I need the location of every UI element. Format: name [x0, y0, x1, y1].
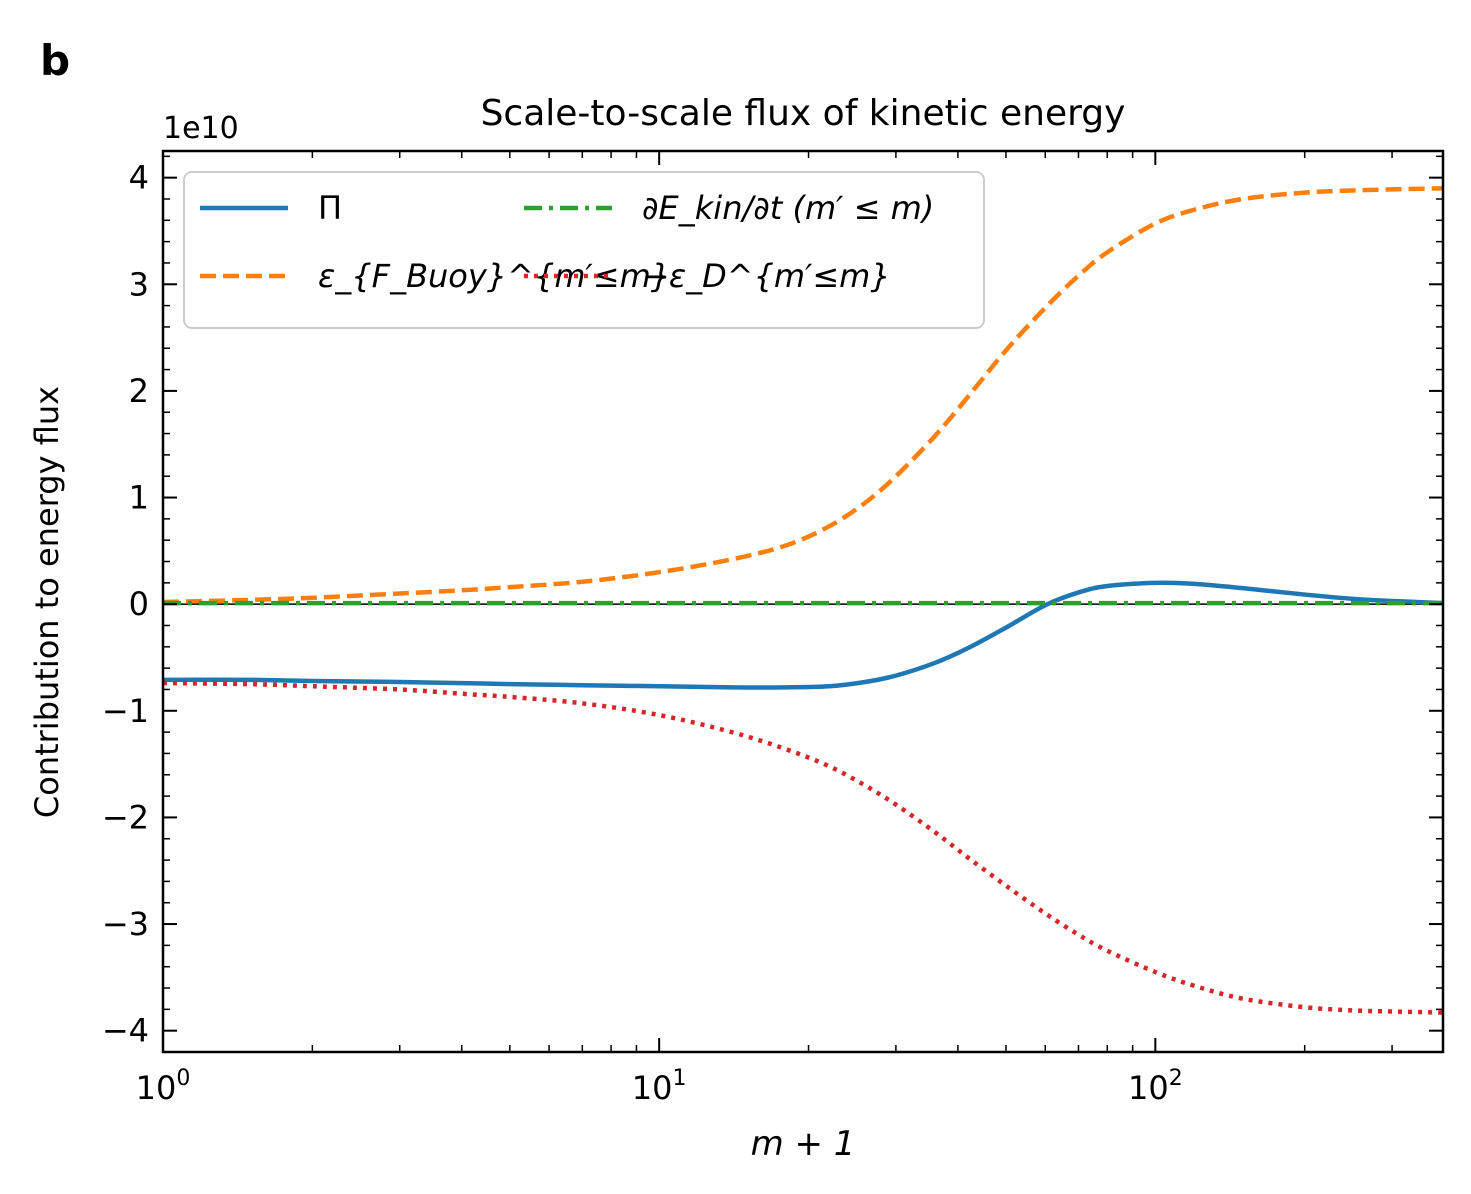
panel-label: b — [40, 36, 70, 85]
x-tick-label: 102 — [1128, 1066, 1183, 1107]
chart-title: Scale-to-scale flux of kinetic energy — [481, 93, 1126, 134]
series-group — [163, 186, 1443, 1015]
series-line-0 — [163, 580, 1443, 690]
y-axis-label: Contribution to energy flux — [28, 386, 66, 818]
y-tick-label: 3 — [129, 265, 149, 303]
series-line-3 — [163, 680, 1443, 1015]
y-tick-label: 4 — [129, 159, 149, 197]
legend: Πε_{F_Buoy}^{m′≤m} ∂E_kin/∂t (m′ ≤ m) −ε_D… — [183, 171, 985, 329]
x-axis-label: m + 1 — [751, 1124, 856, 1164]
y-tick-label: −1 — [102, 692, 149, 730]
legend-label-2: ∂E_kin/∂t (m′ ≤ m) — [642, 189, 934, 227]
legend-label-3: −ε_D^{m′≤m} — [642, 257, 891, 295]
legend-label-1: ε_{F_Buoy}^{m′≤m} — [318, 257, 671, 295]
legend-box — [183, 171, 985, 329]
series-line-1 — [163, 186, 1443, 605]
legend-label-0: Π — [318, 189, 342, 227]
y-tick-label: −4 — [102, 1012, 149, 1050]
plot-frame — [161, 149, 1445, 1054]
y-tick-label: 2 — [129, 372, 149, 410]
x-tick-label: 100 — [136, 1066, 191, 1107]
ticks-group: 4 3 2 1 0 −1 −2 −3 −4 100 101 102 — [102, 151, 1443, 1107]
y-tick-label: 0 — [129, 585, 149, 623]
y-tick-label: 1 — [129, 479, 149, 517]
y-multiplier-label: 1e10 — [163, 111, 239, 146]
x-tick-label: 101 — [632, 1066, 687, 1107]
y-tick-label: −3 — [102, 905, 149, 943]
y-tick-label: −2 — [102, 798, 149, 836]
